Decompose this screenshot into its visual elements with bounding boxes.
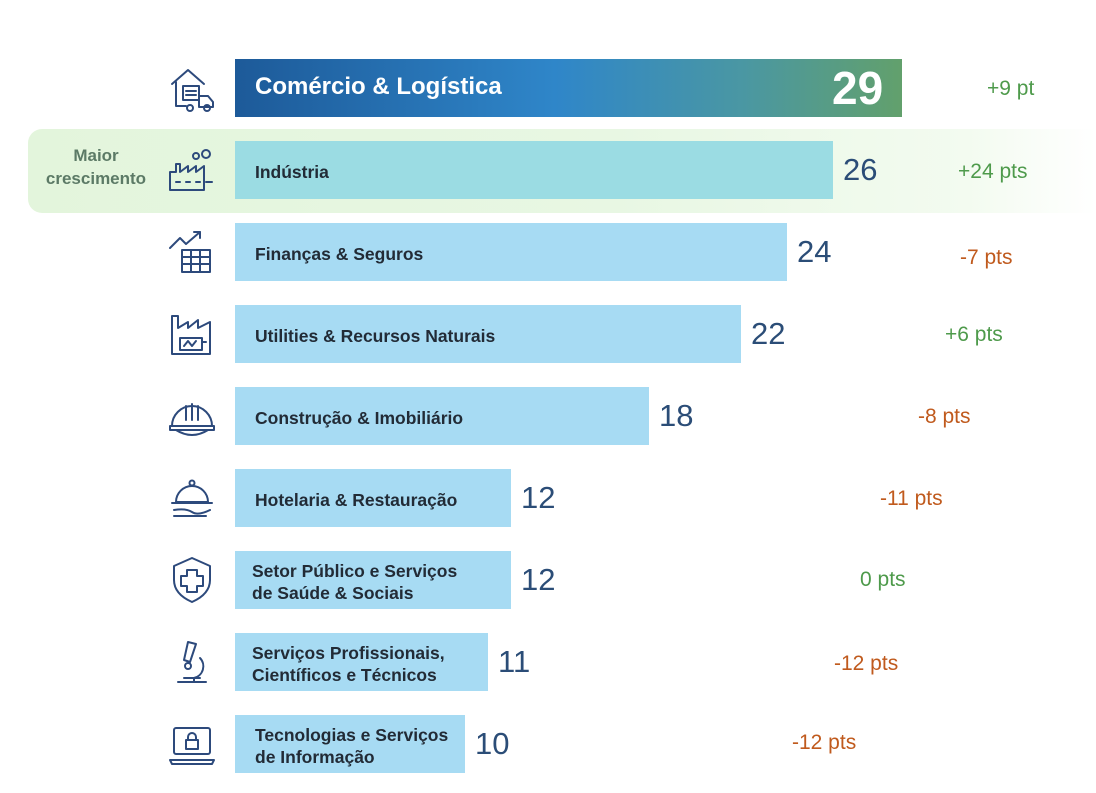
change-label: 0 pts bbox=[860, 568, 906, 591]
value-label: 29 bbox=[832, 62, 884, 114]
bar bbox=[235, 633, 488, 691]
bar-label: Tecnologias e Serviços de Informação bbox=[255, 725, 449, 767]
bar-label: Indústria bbox=[255, 162, 329, 182]
highlight-label: Maior crescimento bbox=[45, 146, 147, 188]
change-label: +24 pts bbox=[958, 160, 1028, 183]
value-label: 12 bbox=[521, 480, 556, 515]
bar bbox=[235, 551, 511, 609]
value-label: 18 bbox=[659, 398, 694, 433]
factory-icon bbox=[166, 144, 218, 196]
value-label: 22 bbox=[751, 316, 786, 351]
change-label: +9 pt bbox=[987, 77, 1035, 100]
bar bbox=[235, 715, 465, 773]
bar bbox=[235, 387, 649, 445]
bar-label: Serviços Profissionais, Científicos e Té… bbox=[252, 643, 445, 685]
change-label: -7 pts bbox=[960, 246, 1013, 269]
value-label: 12 bbox=[521, 562, 556, 597]
change-label: -12 pts bbox=[792, 731, 857, 754]
value-label: 24 bbox=[797, 234, 832, 269]
cloche-icon bbox=[166, 472, 218, 524]
bar-label: Comércio & Logística bbox=[255, 73, 502, 100]
change-label: +6 pts bbox=[945, 323, 1003, 346]
value-label: 11 bbox=[498, 644, 531, 679]
bar-label: Utilities & Recursos Naturais bbox=[255, 326, 496, 346]
warehouse-truck-icon bbox=[166, 62, 218, 114]
change-label: -8 pts bbox=[918, 405, 971, 428]
bar-label: Construção & Imobiliário bbox=[255, 408, 464, 428]
bar bbox=[235, 305, 741, 363]
value-label: 26 bbox=[843, 152, 878, 187]
medical-shield-icon bbox=[166, 554, 218, 606]
bar bbox=[235, 223, 787, 281]
change-label: -11 pts bbox=[880, 487, 943, 510]
laptop-lock-icon bbox=[166, 718, 218, 770]
utilities-icon bbox=[166, 308, 218, 360]
bar-label: Setor Público e Serviços de Saúde & Soci… bbox=[252, 561, 458, 603]
bar-label: Hotelaria & Restauração bbox=[255, 490, 458, 510]
change-label: -12 pts bbox=[834, 652, 899, 675]
value-label: 10 bbox=[475, 726, 510, 761]
finance-chart-icon bbox=[166, 226, 218, 278]
bar-label: Finanças & Seguros bbox=[255, 244, 424, 264]
hard-hat-icon bbox=[166, 390, 218, 442]
bar bbox=[235, 469, 511, 527]
bar bbox=[235, 59, 902, 117]
microscope-icon bbox=[166, 636, 218, 688]
bar bbox=[235, 141, 833, 199]
